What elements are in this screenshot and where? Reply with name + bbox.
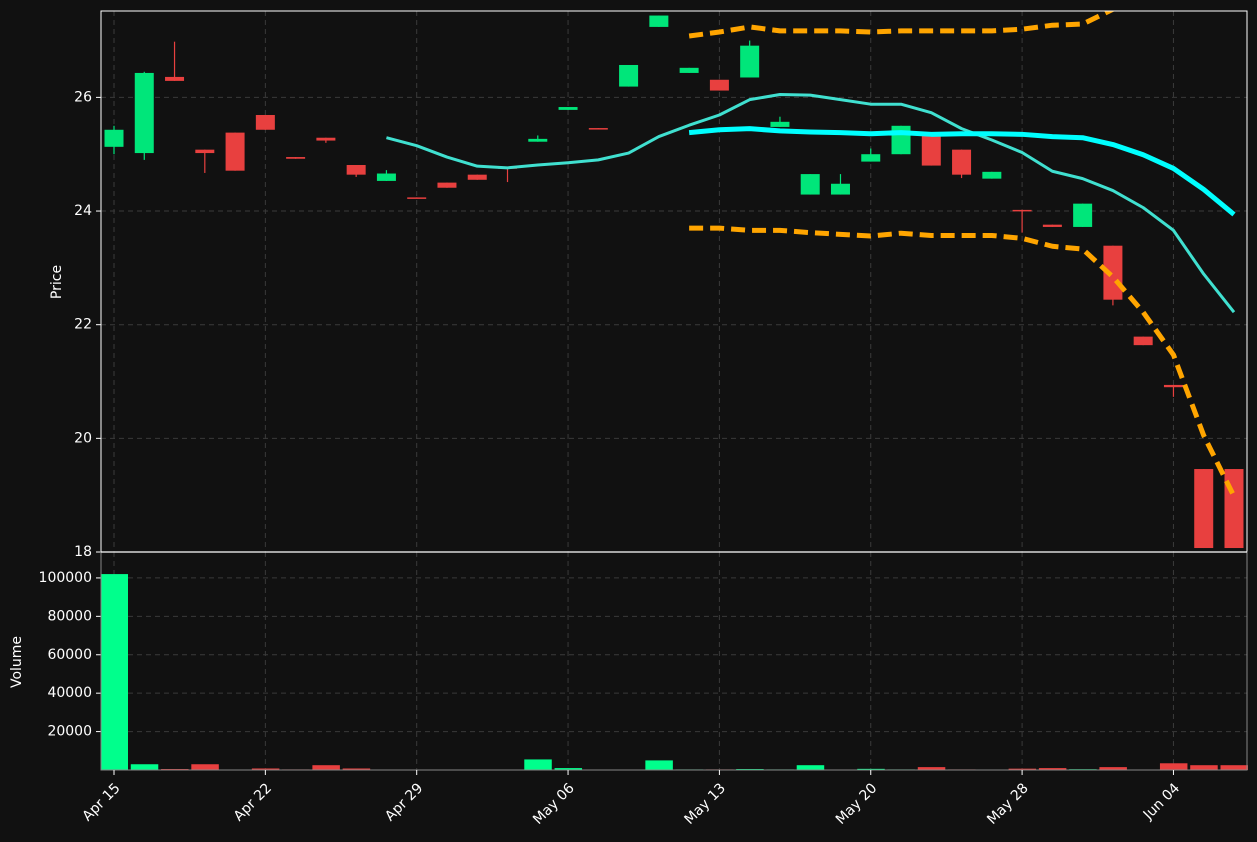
candle-body <box>286 157 306 159</box>
y-tick-label: 60000 <box>47 647 92 663</box>
candle-body <box>225 132 245 171</box>
volume-bar <box>100 574 128 770</box>
y-tick-label: 24 <box>74 203 92 219</box>
y-tick-label: 20 <box>74 430 92 446</box>
candle-body <box>679 67 699 73</box>
candle-body <box>165 76 185 81</box>
y-tick-label: 20000 <box>47 724 92 740</box>
candle-body <box>1012 209 1032 212</box>
line-series <box>688 126 1236 217</box>
y-axis-label: Price <box>49 265 65 299</box>
candle-body <box>1163 384 1183 388</box>
candle-body <box>588 128 608 130</box>
volume-bar <box>554 768 583 770</box>
volume-bar <box>342 768 371 770</box>
candle-body <box>346 165 366 175</box>
candle-body <box>195 149 215 154</box>
y-tick-label: 100000 <box>39 570 92 586</box>
candle-body <box>255 114 275 130</box>
volume-bar <box>1220 765 1248 770</box>
volume-bar <box>796 765 825 770</box>
y-tick-label: 80000 <box>47 608 92 624</box>
candle-body <box>982 171 1002 179</box>
y-axis-label: Volume <box>9 636 25 688</box>
candle-body <box>800 174 820 195</box>
volume-bar <box>1099 767 1127 770</box>
volume-bar <box>645 760 673 770</box>
volume-bar <box>1159 763 1188 770</box>
candle-body <box>1194 469 1214 549</box>
volume-bar <box>251 768 280 770</box>
candle-body <box>558 107 578 110</box>
candle-body <box>316 137 336 141</box>
candle-body <box>467 174 487 180</box>
y-tick-label: 22 <box>74 317 92 333</box>
y-tick-label: 40000 <box>47 685 92 701</box>
candle-body <box>437 182 457 188</box>
candle-body <box>1133 336 1153 346</box>
line-series <box>688 11 1116 39</box>
line-series <box>689 225 1237 498</box>
candle-body <box>830 183 850 195</box>
candle-body <box>861 154 881 162</box>
candle-body <box>952 149 972 175</box>
candle-body <box>376 173 396 181</box>
candle-body <box>104 129 124 147</box>
volume-bar <box>917 767 946 770</box>
volume-bar <box>312 765 340 770</box>
candle-body <box>770 121 790 127</box>
volume-bar <box>191 764 219 770</box>
volume-bar <box>1190 765 1218 770</box>
candle-body <box>921 136 941 166</box>
volume-bar <box>130 764 159 770</box>
candle-body <box>528 138 548 142</box>
candle-body <box>134 72 154 154</box>
volume-bar <box>524 759 552 770</box>
line-series <box>386 93 1236 314</box>
candle-body <box>709 79 729 91</box>
candle-body <box>619 64 639 87</box>
volume-bar <box>857 768 885 770</box>
y-tick-label: 18 <box>74 544 92 560</box>
candles <box>104 11 1244 549</box>
volume-bar <box>1038 768 1067 770</box>
candle-body <box>1042 224 1062 227</box>
volume-bar <box>1008 768 1037 770</box>
y-tick-label: 26 <box>74 89 92 105</box>
candle-body <box>740 45 760 78</box>
candle-body <box>649 15 669 27</box>
candle-body <box>407 197 427 199</box>
candle-body <box>891 125 911 155</box>
candle-body <box>1073 203 1093 227</box>
